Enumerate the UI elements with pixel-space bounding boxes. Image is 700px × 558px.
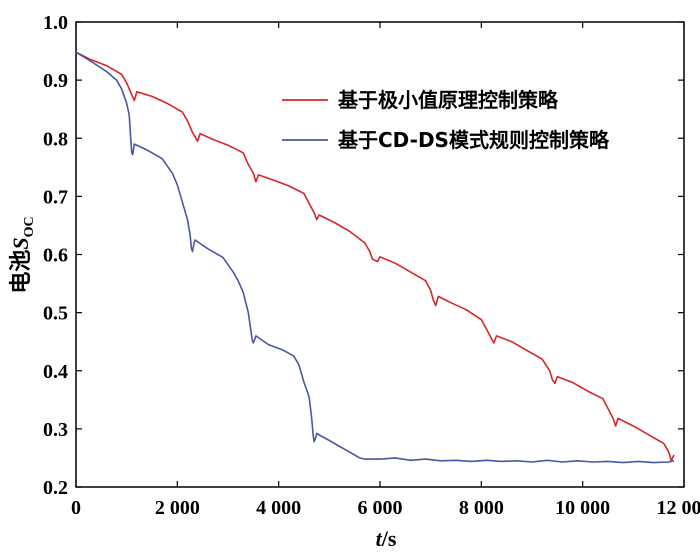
x-tick-label: 0 <box>71 497 81 519</box>
x-axis-title-unit: /s <box>381 526 397 551</box>
y-tick-label: 1.0 <box>43 12 68 34</box>
x-axis-ticks: 0 2 000 4 000 6 000 8 000 10 000 12 000 <box>71 22 700 519</box>
x-tick-label: 8 000 <box>459 497 504 519</box>
y-tick-label: 0.3 <box>43 419 68 441</box>
y-tick-label: 0.7 <box>43 186 68 208</box>
y-axis-title-symbol: S <box>8 237 33 249</box>
x-tick-label: 2 000 <box>155 497 200 519</box>
y-tick-label: 0.4 <box>43 361 68 383</box>
y-tick-label: 0.8 <box>43 128 68 150</box>
legend-label-2: 基于CD-DS模式规则控制策略 <box>338 128 610 152</box>
series-line-1 <box>75 51 675 462</box>
y-tick-label: 0.2 <box>43 477 68 499</box>
series-line-2 <box>75 51 675 464</box>
y-tick-label: 0.6 <box>43 245 68 267</box>
legend-label-1: 基于极小值原理控制策略 <box>338 88 559 112</box>
y-tick-label: 0.9 <box>43 70 68 92</box>
x-tick-label: 10 000 <box>555 497 610 519</box>
x-tick-label: 4 000 <box>256 497 301 519</box>
x-tick-label: 12 000 <box>657 497 700 519</box>
x-axis-title-variable: t <box>376 526 383 551</box>
y-axis-title-subscript: OC <box>22 216 37 237</box>
y-axis-title-prefix: 电池 <box>8 250 33 294</box>
series-layer <box>75 51 675 464</box>
x-tick-label: 6 000 <box>358 497 403 519</box>
y-axis-title: 电池SOC <box>8 216 37 293</box>
x-axis-title: t/s <box>376 526 397 551</box>
y-tick-label: 0.5 <box>43 303 68 325</box>
y-axis-ticks: 0.2 0.3 0.4 0.5 0.6 0.7 0.8 0.9 1.0 <box>43 12 684 499</box>
